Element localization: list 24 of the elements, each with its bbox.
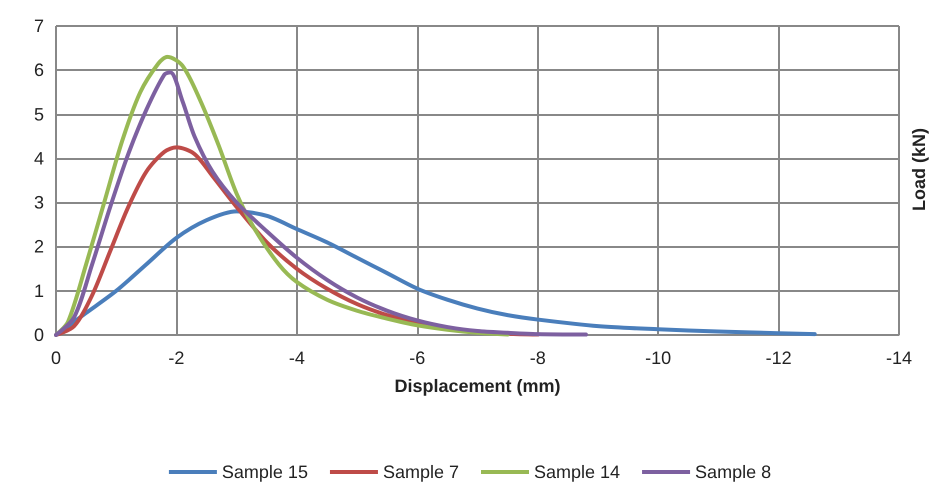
x-tick-label: -14 [886,348,912,368]
x-tick-label: -2 [168,348,184,368]
y-tick-label: 6 [34,60,44,80]
y-tick-label: 2 [34,236,44,257]
legend-label: Sample 14 [534,462,620,482]
legend-label: Sample 8 [695,462,772,482]
y-tick-label: 5 [34,104,44,124]
x-tick-label: -12 [766,348,792,368]
x-tick-label: -6 [409,348,426,368]
line-series [54,70,588,337]
y-tick-label: 4 [34,148,44,168]
y-tick-label: 1 [34,280,44,301]
x-tick-label: 0 [50,348,62,368]
line-series [54,54,510,337]
y-tick-label: 3 [34,192,44,213]
y-axis-title: Load (kN) [909,128,929,211]
x-tick-label: -4 [288,348,305,368]
x-axis-title: Displacement (mm) [394,376,561,396]
y-tick-label: 7 [34,16,44,36]
x-tick-label: -8 [530,348,546,368]
y-tick-label: 0 [34,325,44,345]
x-tick-label: -10 [645,348,672,368]
legend-label: Sample 7 [382,462,460,482]
legend-label: Sample 15 [222,462,308,482]
